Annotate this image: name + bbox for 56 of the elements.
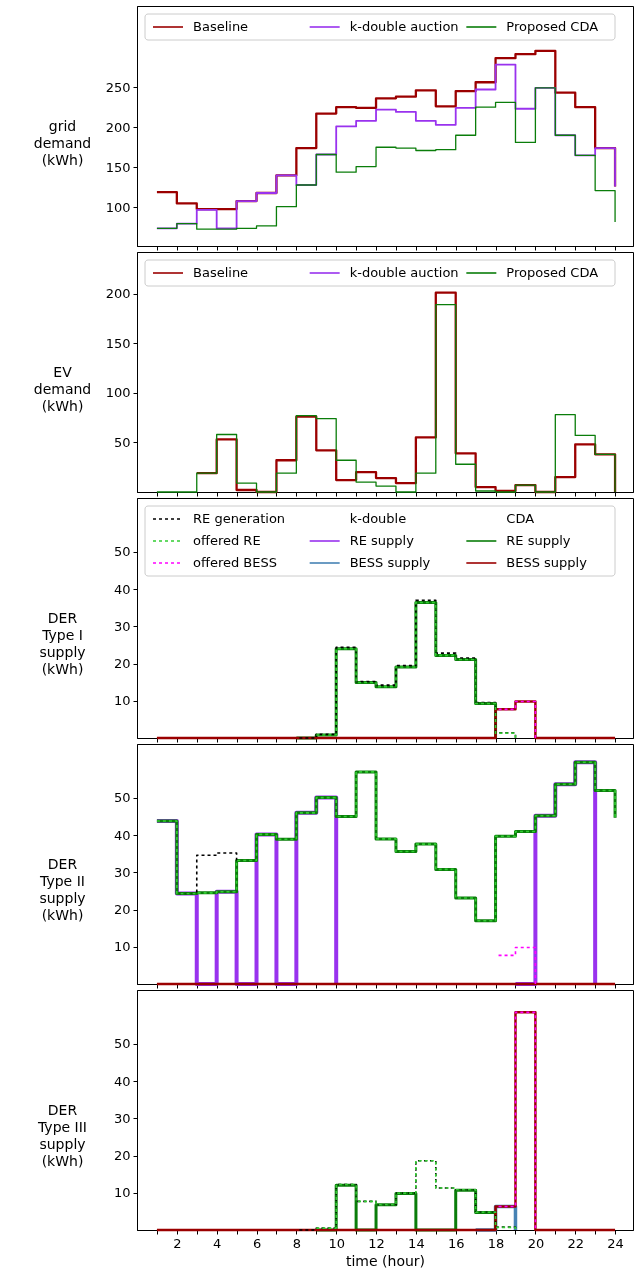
y-tick-label: 200 (105, 119, 131, 135)
y-tick-label: 150 (105, 159, 131, 175)
legend-label: offered BESS (193, 555, 277, 570)
y-tick-label: 10 (113, 693, 131, 709)
x-tick-label: 18 (487, 1235, 505, 1251)
x-tick-label: 16 (447, 1235, 465, 1251)
y-tick-label: 20 (113, 902, 131, 918)
legend-label: BESS supply (506, 555, 588, 570)
y-tick-label: 150 (105, 335, 131, 351)
legend-label: offered RE (193, 533, 261, 548)
y-tick-label: 30 (113, 864, 131, 880)
y-tick-label: 40 (113, 581, 131, 597)
legend-label: Proposed CDA (506, 265, 599, 280)
y-tick-label: 50 (113, 544, 131, 560)
annotation: k-double (349, 511, 407, 526)
y-tick-label: 100 (105, 199, 131, 215)
x-tick-label: 24 (607, 1235, 624, 1251)
x-tick-label: 10 (328, 1235, 345, 1251)
legend-label: Baseline (193, 19, 249, 34)
y-axis-title: DER Type II supply (kWh) (39, 855, 86, 923)
x-tick-label: 2 (173, 1235, 182, 1251)
y-tick-label: 10 (113, 939, 131, 955)
y-tick-label: 50 (113, 434, 131, 450)
y-tick-label: 100 (105, 385, 131, 401)
legend-label: k-double auction (349, 265, 459, 280)
x-tick-label: 12 (368, 1235, 385, 1251)
y-tick-label: 20 (113, 656, 131, 672)
x-tick-label: 22 (567, 1235, 585, 1251)
y-tick-label: 30 (113, 1110, 131, 1126)
y-tick-label: 20 (113, 1148, 131, 1164)
y-tick-label: 10 (113, 1185, 131, 1201)
y-tick-label: 30 (113, 618, 131, 634)
x-tick-label: 14 (408, 1235, 425, 1251)
legend-label: k-double auction (349, 19, 459, 34)
annotation: CDA (506, 511, 535, 526)
legend-label: Proposed CDA (506, 19, 599, 34)
x-tick-label: 20 (527, 1235, 545, 1251)
y-tick-label: 40 (113, 1073, 131, 1089)
legend-label: Baseline (193, 265, 249, 280)
y-tick-label: 50 (113, 790, 131, 806)
y-axis-title: DER Type III supply (kWh) (37, 1101, 87, 1169)
y-tick-label: 50 (113, 1036, 131, 1052)
y-axis-title: EV demand (kWh) (33, 363, 92, 414)
y-tick-label: 250 (105, 79, 131, 95)
legend-label: RE generation (193, 511, 286, 526)
x-tick-label: 6 (252, 1235, 262, 1251)
legend-label: RE supply (349, 533, 415, 548)
y-tick-label: 200 (105, 286, 131, 302)
legend-label: BESS supply (349, 555, 431, 570)
x-tick-label: 4 (213, 1235, 222, 1251)
x-tick-label: 8 (292, 1235, 301, 1251)
legend-label: RE supply (506, 533, 571, 548)
y-axis-title: grid demand (kWh) (33, 117, 92, 168)
x-axis-title: time (hour) (345, 1252, 426, 1269)
y-tick-label: 40 (113, 827, 131, 843)
y-axis-title: DER Type I supply (kWh) (39, 609, 86, 677)
